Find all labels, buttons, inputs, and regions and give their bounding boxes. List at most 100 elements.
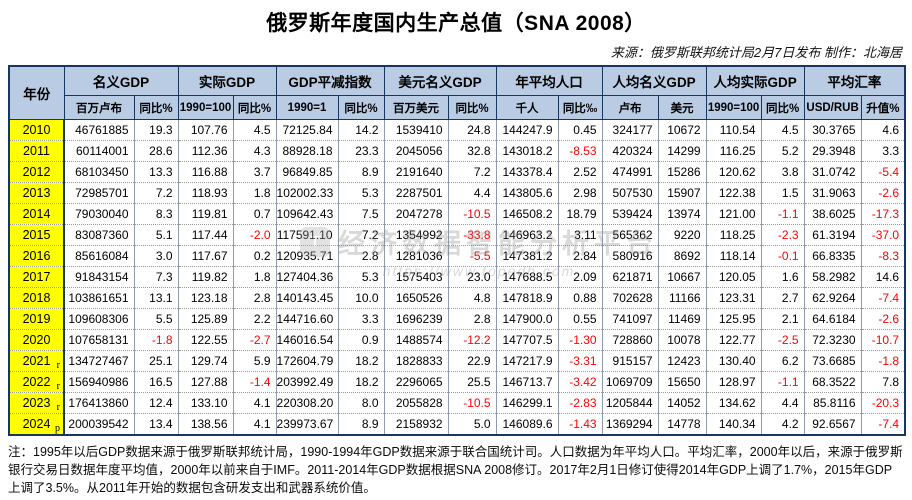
data-cell: 4.3 bbox=[232, 140, 277, 162]
data-cell: 31.0742 bbox=[803, 161, 862, 183]
data-cell: 3.0 bbox=[133, 245, 179, 267]
data-cell: 72125.84 bbox=[275, 119, 339, 141]
data-cell: 147381.2 bbox=[495, 245, 559, 267]
data-cell: 2.7 bbox=[760, 287, 805, 309]
data-cell: -1.4 bbox=[232, 371, 277, 393]
data-cell: 0.55 bbox=[557, 308, 603, 330]
data-cell: 140.34 bbox=[705, 413, 762, 436]
data-cell: 4.6 bbox=[860, 119, 906, 141]
data-cell: 30.3765 bbox=[803, 119, 862, 141]
data-cell: 123.31 bbox=[705, 287, 762, 309]
data-cell: 1575403 bbox=[383, 266, 449, 288]
data-cell: -7.4 bbox=[860, 413, 906, 436]
data-cell: 18.2 bbox=[337, 350, 385, 372]
header-sub: 百万美元 bbox=[383, 95, 449, 120]
data-cell: 2045056 bbox=[383, 140, 449, 162]
data-cell: -1.8 bbox=[860, 350, 906, 372]
data-cell: 15907 bbox=[657, 182, 707, 204]
data-cell: 1205844 bbox=[601, 392, 659, 414]
data-cell: 118.25 bbox=[705, 224, 762, 246]
data-cell: 28.6 bbox=[133, 140, 179, 162]
data-cell: 203992.49 bbox=[275, 371, 339, 393]
data-cell: 121.00 bbox=[705, 203, 762, 225]
data-cell: 2191640 bbox=[383, 161, 449, 183]
data-cell: 474991 bbox=[601, 161, 659, 183]
data-cell: 7.2 bbox=[337, 224, 385, 246]
data-cell: 0.88 bbox=[557, 287, 603, 309]
data-cell: 140143.45 bbox=[275, 287, 339, 309]
header-group: GDP平减指数 bbox=[275, 65, 385, 96]
data-cell: 2.8 bbox=[447, 308, 497, 330]
data-cell: -10.5 bbox=[447, 392, 497, 414]
data-cell: 109642.43 bbox=[275, 203, 339, 225]
data-cell: 11166 bbox=[657, 287, 707, 309]
data-cell: -10.7 bbox=[860, 329, 906, 351]
data-cell: 2158932 bbox=[383, 413, 449, 436]
data-cell: 127.88 bbox=[177, 371, 234, 393]
header-sub: 1990=1 bbox=[275, 95, 339, 120]
data-cell: 239973.67 bbox=[275, 413, 339, 436]
data-cell: 13974 bbox=[657, 203, 707, 225]
data-cell: 2.84 bbox=[557, 245, 603, 267]
data-cell: 91843154 bbox=[63, 266, 135, 288]
data-cell: 1.6 bbox=[760, 266, 805, 288]
data-cell: -1.1 bbox=[760, 371, 805, 393]
data-cell: 66.8335 bbox=[803, 245, 862, 267]
data-cell: 72.3230 bbox=[803, 329, 862, 351]
data-cell: 2.8 bbox=[337, 245, 385, 267]
data-cell: 146299.1 bbox=[495, 392, 559, 414]
data-cell: 2.1 bbox=[760, 308, 805, 330]
table-row: 2013 72985701 7.2 118.93 1.8 102002.33 5.3 2287… bbox=[8, 182, 906, 204]
data-cell: 7.8 bbox=[860, 371, 906, 393]
gdp-table: 年份 名义GDP 实际GDP GDP平减指数 美元名义GDP 年平均人口 人均名义GDP 人均… bbox=[8, 65, 907, 436]
data-cell: 116.25 bbox=[705, 140, 762, 162]
data-cell: 147707.5 bbox=[495, 329, 559, 351]
page-title: 俄罗斯年度国内生产总值（SNA 2008） bbox=[266, 12, 646, 35]
data-cell: 125.95 bbox=[705, 308, 762, 330]
header-group: 实际GDP bbox=[177, 65, 277, 96]
data-cell: 120.05 bbox=[705, 266, 762, 288]
year-cell: 2014 bbox=[8, 203, 65, 225]
data-cell: 2296065 bbox=[383, 371, 449, 393]
year-cell: 2021 r bbox=[8, 350, 65, 372]
data-cell: 133.10 bbox=[177, 392, 234, 414]
header-sub: 同比% bbox=[447, 95, 497, 120]
data-cell: 122.77 bbox=[705, 329, 762, 351]
data-cell: -0.1 bbox=[760, 245, 805, 267]
table-row: 2016 85616084 3.0 117.67 0.2 120935.71 2.8 1281… bbox=[8, 245, 906, 267]
table-row: 2024 p 200039542 13.4 138.56 4.1 239973.67 8.9 2… bbox=[8, 413, 906, 436]
table-row: 2011 60114001 28.6 112.36 4.3 88928.18 23.3 204… bbox=[8, 140, 906, 162]
data-cell: 143018.2 bbox=[495, 140, 559, 162]
data-cell: 117.44 bbox=[177, 224, 234, 246]
data-cell: 1354992 bbox=[383, 224, 449, 246]
data-cell: 2.52 bbox=[557, 161, 603, 183]
data-cell: 580916 bbox=[601, 245, 659, 267]
data-cell: 15286 bbox=[657, 161, 707, 183]
data-cell: -1.43 bbox=[557, 413, 603, 436]
table-row: 2020 107658131 -1.8 122.55 -2.7 146016.54 0.9 1… bbox=[8, 329, 906, 351]
data-cell: -7.4 bbox=[860, 287, 906, 309]
data-cell: 147688.5 bbox=[495, 266, 559, 288]
table-row: 2019 109608306 5.5 125.89 2.2 144716.60 3.3 169… bbox=[8, 308, 906, 330]
header-sub: 同比% bbox=[232, 95, 277, 120]
data-cell: 2287501 bbox=[383, 182, 449, 204]
data-cell: 19.3 bbox=[133, 119, 179, 141]
header-year: 年份 bbox=[8, 65, 65, 120]
data-cell: 14.2 bbox=[337, 119, 385, 141]
data-cell: 12423 bbox=[657, 350, 707, 372]
data-cell: 12.4 bbox=[133, 392, 179, 414]
data-cell: 64.6184 bbox=[803, 308, 862, 330]
year-cell: 2016 bbox=[8, 245, 65, 267]
data-cell: 119.81 bbox=[177, 203, 234, 225]
data-cell: -2.7 bbox=[232, 329, 277, 351]
data-cell: 915157 bbox=[601, 350, 659, 372]
header-group: 年平均人口 bbox=[495, 65, 603, 96]
data-cell: -10.5 bbox=[447, 203, 497, 225]
data-cell: 7.3 bbox=[133, 266, 179, 288]
data-cell: 109608306 bbox=[63, 308, 135, 330]
data-cell: 728860 bbox=[601, 329, 659, 351]
data-cell: -3.42 bbox=[557, 371, 603, 393]
data-cell: 1281036 bbox=[383, 245, 449, 267]
data-cell: 146089.6 bbox=[495, 413, 559, 436]
data-cell: -20.3 bbox=[860, 392, 906, 414]
